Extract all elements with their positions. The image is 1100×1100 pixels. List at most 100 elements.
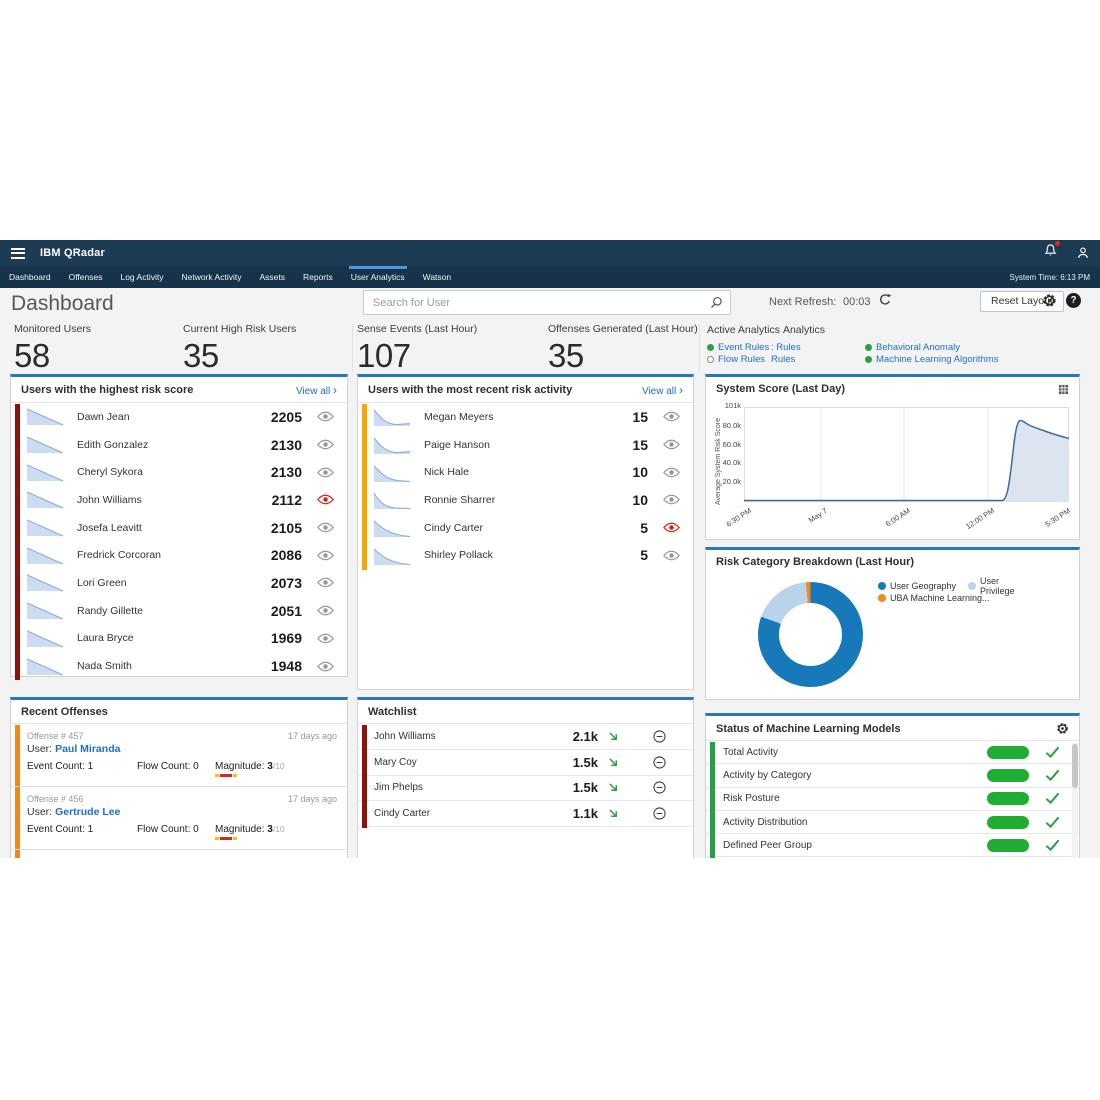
eye-icon[interactable] xyxy=(317,661,335,672)
eye-icon-flagged[interactable] xyxy=(317,494,335,505)
tab-assets[interactable]: Assets xyxy=(259,272,285,282)
eye-icon[interactable] xyxy=(663,494,681,505)
eye-icon[interactable] xyxy=(663,411,681,422)
tab-offenses[interactable]: Offenses xyxy=(68,272,103,282)
offense-user-link[interactable]: Paul Miranda xyxy=(55,743,121,755)
remove-from-watchlist-icon[interactable] xyxy=(653,781,666,795)
ml-model-row[interactable]: Defined Peer Group xyxy=(706,834,1079,858)
model-name: Total Activity xyxy=(723,746,779,758)
eye-icon[interactable] xyxy=(317,411,335,422)
ml-model-row[interactable]: Activity Distribution xyxy=(706,811,1079,835)
eye-icon[interactable] xyxy=(663,439,681,450)
scrollbar-thumb[interactable] xyxy=(1072,744,1078,788)
eye-icon[interactable] xyxy=(317,550,335,561)
x-axis-tick: 12:00 PM xyxy=(964,506,996,532)
risk-score: 2073 xyxy=(270,574,302,591)
view-all-link[interactable]: View all › xyxy=(295,383,337,397)
offense-user-link[interactable]: Gertrude Lee xyxy=(55,806,121,818)
legend-label: User Geography xyxy=(890,581,957,591)
watchlist-row[interactable]: Mary Coy 1.5k xyxy=(358,750,693,776)
settings-gear-icon[interactable] xyxy=(1042,293,1057,313)
remove-from-watchlist-icon[interactable] xyxy=(653,807,666,820)
eye-icon[interactable] xyxy=(663,467,681,478)
view-all-link[interactable]: View all › xyxy=(641,383,683,397)
eye-icon[interactable] xyxy=(317,439,335,450)
user-row[interactable]: Cheryl Sykora 2130 xyxy=(11,458,347,486)
ml-model-row[interactable]: Activity by Category xyxy=(706,764,1079,788)
help-icon[interactable]: ? xyxy=(1066,293,1081,308)
panel-title: Risk Category Breakdown (Last Hour) xyxy=(716,556,915,568)
user-row[interactable]: Lori Green 2073 xyxy=(11,569,347,597)
eye-icon[interactable] xyxy=(663,550,681,561)
flow-count: Flow Count: 0 xyxy=(137,824,199,835)
tab-user-analytics[interactable]: User Analytics xyxy=(342,266,414,288)
risk-score: 10 xyxy=(632,464,648,481)
notifications-bell-icon[interactable] xyxy=(1043,241,1060,263)
grid-menu-icon[interactable] xyxy=(1058,384,1069,395)
watchlist-row[interactable]: Jim Phelps 1.5k xyxy=(358,776,693,802)
user-row[interactable]: Fredrick Corcoran 2086 xyxy=(11,541,347,569)
risk-score: 15 xyxy=(632,436,648,453)
user-name: Mary Coy xyxy=(374,756,417,768)
eye-icon[interactable] xyxy=(317,467,335,478)
panel-settings-gear-icon[interactable] xyxy=(1056,722,1069,735)
analytics-behavioral-anomaly[interactable]: Behavioral Anomaly xyxy=(865,341,960,353)
eye-icon[interactable] xyxy=(317,633,335,644)
magnitude: Magnitude: 3/10 xyxy=(215,824,285,840)
sparkline-icon xyxy=(26,630,64,648)
watchlist-row[interactable]: Cindy Carter 1.1k xyxy=(358,801,693,828)
offense-item[interactable]: Offense # 456 17 days ago User: Gertrude L… xyxy=(11,787,347,850)
risk-score: 1969 xyxy=(270,630,302,647)
user-row[interactable]: Dawn Jean 2205 xyxy=(11,403,347,431)
user-row[interactable]: Josefa Leavitt 2105 xyxy=(11,514,347,542)
refresh-icon[interactable] xyxy=(878,293,892,312)
ghost-text: : Rules xyxy=(771,341,801,353)
user-name: Ronnie Sharrer xyxy=(424,493,496,506)
ml-model-row[interactable]: Total Activity xyxy=(706,741,1079,765)
risk-category-donut-chart[interactable] xyxy=(758,582,863,687)
tab-dashboard[interactable]: Dashboard xyxy=(9,272,51,282)
analytics-event-rules[interactable]: Event Rules : Rules xyxy=(707,341,1092,353)
scrollbar[interactable] xyxy=(1072,743,1078,858)
tab-watson[interactable]: Watson xyxy=(422,272,452,282)
user-row[interactable]: Paige Hanson 15 xyxy=(358,431,693,459)
analytics-ml-algorithms[interactable]: Machine Learning Algorithms xyxy=(865,353,999,365)
user-row[interactable]: Ronnie Sharrer 10 xyxy=(358,486,693,514)
ml-model-row[interactable]: Risk Posture xyxy=(706,788,1079,811)
user-row[interactable]: Nada Smith 1948 xyxy=(11,652,347,680)
eye-icon-flagged[interactable] xyxy=(663,522,681,533)
qradar-dashboard: IBM QRadar Dashboard Offenses Log Activi… xyxy=(0,240,1100,858)
search-icon[interactable] xyxy=(710,296,723,314)
user-row[interactable]: Nick Hale 10 xyxy=(358,458,693,486)
user-account-icon[interactable] xyxy=(1076,246,1090,260)
user-row[interactable]: John Williams 2112 xyxy=(11,486,347,514)
watchlist-row[interactable]: John Williams 2.1k xyxy=(358,724,693,750)
user-row[interactable]: Megan Meyers 15 xyxy=(358,403,693,431)
user-row[interactable]: Cindy Carter 5 xyxy=(358,514,693,542)
stat-label: Offenses Generated (Last Hour) xyxy=(548,323,698,335)
user-row[interactable]: Laura Bryce 1969 xyxy=(11,625,347,653)
sparkline-icon xyxy=(26,602,64,620)
risk-score: 2105 xyxy=(270,519,302,536)
x-axis-tick: 6:30 PM xyxy=(724,506,753,529)
reset-layout-button[interactable]: Reset Layout xyxy=(980,291,1064,312)
user-row[interactable]: Edith Gonzalez 2130 xyxy=(11,431,347,459)
hamburger-menu-icon[interactable] xyxy=(11,245,25,261)
offense-item[interactable]: Offense # 457 17 days ago User: Paul Miran… xyxy=(11,724,347,787)
offense-item[interactable]: Offense # 45517 days ago User:Christophe… xyxy=(11,850,347,858)
eye-icon[interactable] xyxy=(317,605,335,616)
user-row[interactable]: Shirley Pollack 5 xyxy=(358,541,693,569)
eye-icon[interactable] xyxy=(317,577,335,588)
magnitude-bar xyxy=(215,774,237,777)
remove-from-watchlist-icon[interactable] xyxy=(653,730,666,743)
eye-icon[interactable] xyxy=(317,522,335,533)
remove-from-watchlist-icon[interactable] xyxy=(653,756,666,769)
user-name: Nada Smith xyxy=(77,660,132,673)
search-input[interactable] xyxy=(364,291,704,314)
model-status-pill xyxy=(987,815,1029,829)
tab-log-activity[interactable]: Log Activity xyxy=(120,272,164,282)
analytics-flow-rules[interactable]: Flow Rules Rules xyxy=(707,353,1092,365)
user-row[interactable]: Randy Gillette 2051 xyxy=(11,597,347,625)
tab-network-activity[interactable]: Network Activity xyxy=(181,272,242,282)
tab-reports[interactable]: Reports xyxy=(302,272,333,282)
